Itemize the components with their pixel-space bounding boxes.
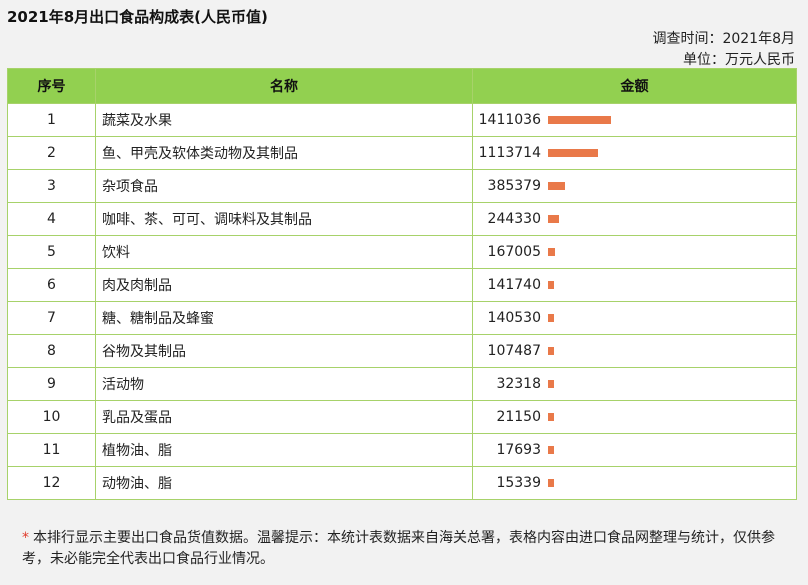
- row-index: 1: [7, 103, 96, 137]
- row-index: 7: [7, 301, 96, 335]
- row-index: 8: [7, 334, 96, 368]
- row-amount-value: 140530: [487, 310, 541, 326]
- row-index: 5: [7, 235, 96, 269]
- amount-bar: [548, 347, 554, 355]
- row-amount-cell: 1113714: [472, 136, 797, 170]
- footnote-text: 本排行显示主要出口食品货值数据。温馨提示：本统计表数据来自海关总署，表格内容由进…: [22, 530, 775, 567]
- row-amount-value: 385379: [487, 178, 541, 194]
- row-name: 糖、糖制品及蜂蜜: [95, 301, 473, 335]
- amount-bar: [548, 446, 554, 454]
- row-index: 3: [7, 169, 96, 203]
- row-name: 谷物及其制品: [95, 334, 473, 368]
- table-row: 3 杂项食品 385379: [7, 169, 797, 203]
- row-amount-value: 244330: [487, 211, 541, 227]
- row-index: 10: [7, 400, 96, 434]
- row-index: 11: [7, 433, 96, 467]
- table-row: 6 肉及肉制品 141740: [7, 268, 797, 302]
- row-index: 12: [7, 466, 96, 500]
- row-amount-value: 141740: [487, 277, 541, 293]
- row-name: 蔬菜及水果: [95, 103, 473, 137]
- table-row: 8 谷物及其制品 107487: [7, 334, 797, 368]
- column-header-name: 名称: [95, 68, 473, 104]
- amount-bar: [548, 413, 554, 421]
- row-index: 9: [7, 367, 96, 401]
- row-amount-cell: 244330: [472, 202, 797, 236]
- table-row: 7 糖、糖制品及蜂蜜 140530: [7, 301, 797, 335]
- unit-label: 单位：万元人民币: [683, 52, 795, 68]
- row-name: 乳品及蛋品: [95, 400, 473, 434]
- row-amount-value: 15339: [496, 475, 541, 491]
- row-amount-value: 1113714: [478, 145, 541, 161]
- row-amount-cell: 17693: [472, 433, 797, 467]
- footnote: * 本排行显示主要出口食品货值数据。温馨提示：本统计表数据来自海关总署，表格内容由…: [22, 528, 792, 570]
- row-name: 饮料: [95, 235, 473, 269]
- table-row: 12 动物油、脂 15339: [7, 466, 797, 500]
- row-amount-cell: 32318: [472, 367, 797, 401]
- amount-bar: [548, 479, 554, 487]
- row-amount-cell: 107487: [472, 334, 797, 368]
- amount-bar: [548, 248, 555, 256]
- table-row: 9 活动物 32318: [7, 367, 797, 401]
- row-name: 鱼、甲壳及软体类动物及其制品: [95, 136, 473, 170]
- amount-bar: [548, 314, 554, 322]
- page-title: 2021年8月出口食品构成表(人民币值): [7, 8, 268, 26]
- amount-bar: [548, 182, 565, 190]
- row-amount-cell: 141740: [472, 268, 797, 302]
- row-amount-value: 167005: [487, 244, 541, 260]
- row-name: 植物油、脂: [95, 433, 473, 467]
- survey-time: 调查时间：2021年8月: [652, 31, 795, 47]
- row-name: 咖啡、茶、可可、调味料及其制品: [95, 202, 473, 236]
- row-index: 6: [7, 268, 96, 302]
- table-row: 2 鱼、甲壳及软体类动物及其制品 1113714: [7, 136, 797, 170]
- row-amount-cell: 167005: [472, 235, 797, 269]
- amount-bar: [548, 281, 554, 289]
- amount-bar: [548, 215, 559, 223]
- table-row: 10 乳品及蛋品 21150: [7, 400, 797, 434]
- row-amount-cell: 15339: [472, 466, 797, 500]
- row-amount-cell: 140530: [472, 301, 797, 335]
- export-food-table: 序号 名称 金额 1 蔬菜及水果 1411036 2 鱼、甲壳及软体类动物及其制品 111…: [7, 68, 797, 500]
- row-amount-value: 107487: [487, 343, 541, 359]
- column-header-amount: 金额: [472, 68, 797, 104]
- row-amount-value: 17693: [496, 442, 541, 458]
- row-amount-cell: 21150: [472, 400, 797, 434]
- column-header-index: 序号: [7, 68, 96, 104]
- row-amount-value: 1411036: [478, 112, 541, 128]
- table-row: 11 植物油、脂 17693: [7, 433, 797, 467]
- row-amount-value: 32318: [496, 376, 541, 392]
- table-row: 1 蔬菜及水果 1411036: [7, 103, 797, 137]
- row-name: 肉及肉制品: [95, 268, 473, 302]
- row-name: 活动物: [95, 367, 473, 401]
- row-amount-value: 21150: [496, 409, 541, 425]
- amount-bar: [548, 149, 598, 157]
- row-name: 杂项食品: [95, 169, 473, 203]
- table-header-row: 序号 名称 金额: [7, 68, 797, 104]
- row-name: 动物油、脂: [95, 466, 473, 500]
- row-amount-cell: 1411036: [472, 103, 797, 137]
- table-body: 1 蔬菜及水果 1411036 2 鱼、甲壳及软体类动物及其制品 1113714 3 杂项食品…: [7, 103, 797, 500]
- row-index: 4: [7, 202, 96, 236]
- table-row: 5 饮料 167005: [7, 235, 797, 269]
- row-index: 2: [7, 136, 96, 170]
- amount-bar: [548, 116, 611, 124]
- table-row: 4 咖啡、茶、可可、调味料及其制品 244330: [7, 202, 797, 236]
- footnote-marker: *: [22, 530, 29, 546]
- row-amount-cell: 385379: [472, 169, 797, 203]
- amount-bar: [548, 380, 554, 388]
